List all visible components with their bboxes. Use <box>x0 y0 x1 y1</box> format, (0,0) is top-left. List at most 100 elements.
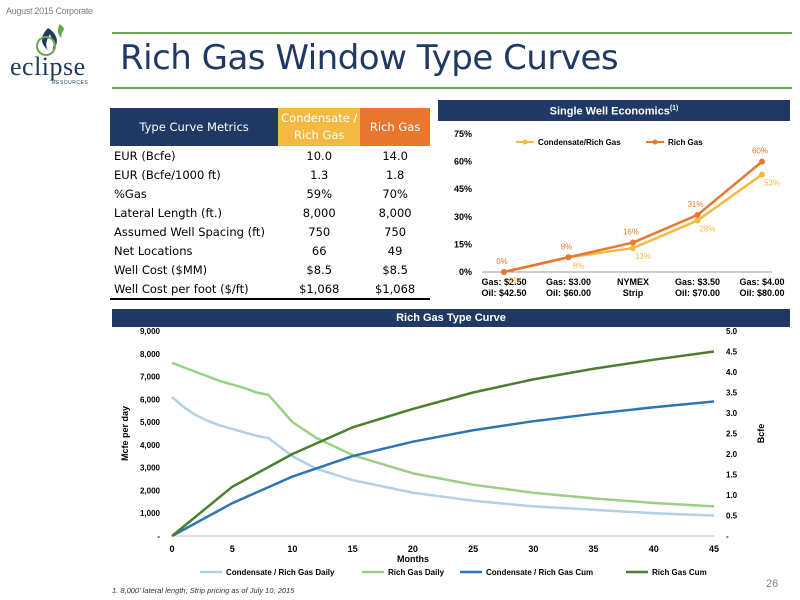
metrics-row: %Gas 59% 70% <box>110 184 430 203</box>
metric-label: Well Cost ($MM) <box>114 262 208 277</box>
econ-data-label: 28% <box>699 224 715 233</box>
economics-title: Single Well Economics <box>549 105 670 118</box>
econ-data-label: 53% <box>764 178 780 187</box>
rich-gas-value: 49 <box>387 243 403 258</box>
tc-xtick-label: 10 <box>287 544 297 554</box>
econ-data-point <box>759 171 765 178</box>
page-title: Rich Gas Window Type Curves <box>120 38 619 78</box>
tc-legend-label: Condensate / Rich Gas Cum <box>486 568 593 577</box>
econ-legend-label: Condensate/Rich Gas <box>538 138 621 147</box>
tc-series-line <box>171 350 715 537</box>
tc-y2tick-label: 0.5 <box>726 512 738 521</box>
econ-data-label: 8% <box>561 242 573 251</box>
metrics-header-row: Type Curve Metrics Condensate / Rich Gas… <box>110 108 430 146</box>
tc-y2tick-label: 2.0 <box>726 450 738 459</box>
tc-ytick-label: 9,000 <box>140 327 161 336</box>
econ-series-line <box>503 173 763 274</box>
econ-ytick-label: 0% <box>459 267 472 277</box>
tc-ytick-label: 1,000 <box>140 509 161 518</box>
tc-y2tick-label: 1.0 <box>726 491 738 500</box>
metrics-row: Well Cost per foot ($/ft) $1,068 $1,068 <box>110 279 430 300</box>
metric-label: Well Cost per foot ($/ft) <box>110 279 279 300</box>
tc-y2tick-label: 2.5 <box>726 430 738 439</box>
econ-category-label: NYMEX <box>617 277 649 287</box>
econ-legend-marker <box>522 139 528 145</box>
econ-data-point <box>759 158 765 165</box>
econ-data-label: 8% <box>573 261 585 270</box>
header-rich-gas: Rich Gas <box>360 108 430 146</box>
econ-data-point <box>630 239 636 246</box>
econ-category-label: Gas: $2.50 <box>481 277 526 287</box>
tc-series-line <box>171 361 715 508</box>
tc-xtick-label: 25 <box>468 544 478 554</box>
tc-legend-label: Rich Gas Cum <box>652 568 707 577</box>
tc-y2tick-label: 3.5 <box>726 389 738 398</box>
econ-series-line <box>503 160 763 274</box>
rich-gas-value: 14.0 <box>382 148 408 163</box>
tc-y2tick-label: 3.0 <box>726 409 738 418</box>
metrics-row: EUR (Bcfe/1000 ft) 1.3 1.8 <box>110 165 430 184</box>
tc-y2tick-label: 4.5 <box>726 348 738 357</box>
tc-x-axis-title: Months <box>397 554 429 564</box>
econ-data-point <box>694 211 701 218</box>
metric-label: Net Locations <box>114 243 193 258</box>
tc-series-line <box>171 400 715 538</box>
econ-data-label: 0% <box>496 257 508 266</box>
title-rule-bottom <box>112 87 792 89</box>
condensate-value: 8,000 <box>302 205 336 220</box>
header-note: August 2015 Corporate <box>6 6 93 16</box>
econ-data-label: 31% <box>687 200 703 209</box>
tc-ytick-label: 8,000 <box>140 350 161 359</box>
tc-ytick-label: 7,000 <box>140 373 161 382</box>
econ-category-label: Oil: $42.50 <box>481 288 526 298</box>
metrics-row: Lateral Length (ft.) 8,000 8,000 <box>110 203 430 222</box>
econ-category-label: Oil: $70.00 <box>675 288 720 298</box>
econ-data-point <box>630 245 636 252</box>
tc-xtick-label: 30 <box>528 544 538 554</box>
tc-xtick-label: 20 <box>408 544 418 554</box>
tc-xtick-label: 5 <box>230 544 235 554</box>
econ-data-label: 16% <box>623 228 639 237</box>
rich-gas-value: $1,068 <box>360 279 430 300</box>
tc-series-line <box>171 396 715 517</box>
econ-category-label: Oil: $60.00 <box>546 288 591 298</box>
page-number: 26 <box>766 578 779 590</box>
rich-gas-value: 70% <box>382 186 408 201</box>
econ-legend-label: Rich Gas <box>668 138 703 147</box>
econ-data-point <box>501 269 507 275</box>
tc-ytick-label: 2,000 <box>140 486 161 495</box>
metric-label: Lateral Length (ft.) <box>114 205 222 220</box>
metrics-table: Type Curve Metrics Condensate / Rich Gas… <box>110 108 430 300</box>
tc-ytick-label: 5,000 <box>140 418 161 427</box>
condensate-value: 10.0 <box>306 148 333 163</box>
tc-ytick-label: 4,000 <box>140 441 161 450</box>
economics-banner: Single Well Economics(1) <box>438 100 790 121</box>
header-condensate: Condensate / Rich Gas <box>278 108 361 146</box>
condensate-value: 59% <box>306 186 332 201</box>
condensate-value: $1,068 <box>278 279 361 300</box>
type-curve-chart: - 1,000 2,000 3,000 4,000 5,000 6,000 7,000 8,00… <box>120 327 766 577</box>
metric-label: EUR (Bcfe) <box>114 148 176 163</box>
tc-ytick-label: 3,000 <box>140 464 161 473</box>
rich-gas-value: $8.5 <box>382 262 408 277</box>
header-metrics: Type Curve Metrics <box>110 108 279 146</box>
metrics-row: Assumed Well Spacing (ft) 750 750 <box>110 222 430 241</box>
econ-category-label: Strip <box>623 288 644 298</box>
metric-label: EUR (Bcfe/1000 ft) <box>114 167 221 182</box>
metric-label: %Gas <box>114 186 147 201</box>
condensate-value: 66 <box>311 243 327 258</box>
econ-ytick-label: 15% <box>454 239 472 249</box>
footnote: 1. 8,000' lateral length; Strip pricing … <box>112 586 295 595</box>
rich-gas-value: 750 <box>384 224 407 239</box>
tc-y2tick-label: 1.5 <box>726 471 738 480</box>
tc-y2tick-label: 5.0 <box>726 327 738 336</box>
logo-word: eclipse <box>10 52 86 81</box>
metrics-body: EUR (Bcfe) 10.0 14.0 EUR (Bcfe/1000 ft) 1.3 1… <box>110 146 430 300</box>
metrics-row: Well Cost ($MM) $8.5 $8.5 <box>110 260 430 279</box>
rich-gas-value: 1.8 <box>385 167 405 182</box>
condensate-value: 750 <box>308 224 331 239</box>
econ-category-label: Gas: $4.00 <box>739 277 784 287</box>
metric-label: Assumed Well Spacing (ft) <box>114 224 265 239</box>
tc-xtick-label: 45 <box>709 544 719 554</box>
econ-category-label: Oil: $80.00 <box>739 288 784 298</box>
